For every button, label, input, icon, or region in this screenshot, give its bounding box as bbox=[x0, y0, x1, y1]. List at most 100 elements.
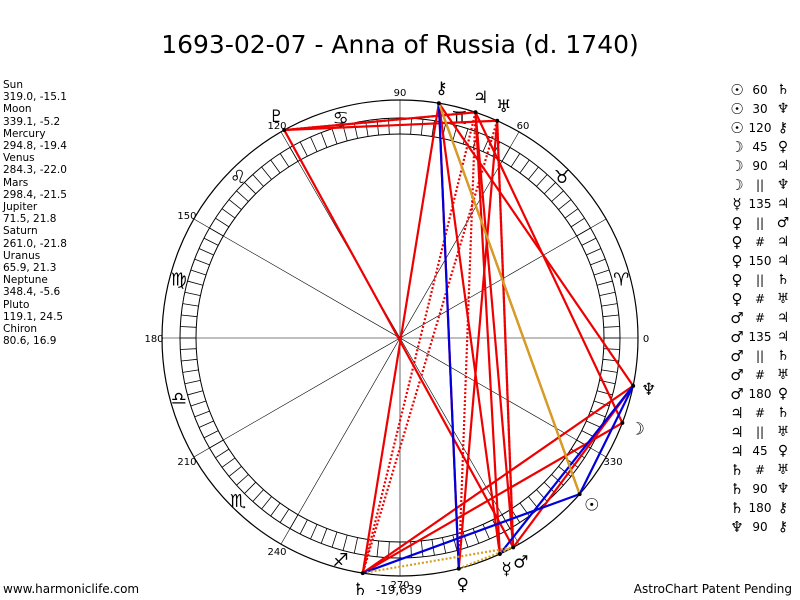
ring-tick bbox=[590, 258, 606, 266]
ring-tick bbox=[536, 174, 548, 187]
mercury-glyph: ☿ bbox=[501, 560, 511, 580]
ring-tick bbox=[194, 410, 210, 418]
position-name-neptune: Neptune bbox=[3, 274, 48, 287]
aspect-row: ☉ 60 ♄ bbox=[728, 80, 794, 99]
aspect-planet-b: ♃ bbox=[776, 328, 790, 345]
aspect-planet-b: ⚷ bbox=[777, 499, 789, 516]
aspect-planet-a: ☽ bbox=[730, 137, 744, 156]
ring-tick bbox=[261, 166, 272, 180]
ring-tick bbox=[228, 199, 242, 210]
ring-tick bbox=[353, 122, 358, 139]
ring-tick bbox=[551, 190, 564, 202]
aspect-planet-b: ♅ bbox=[776, 290, 790, 307]
aspect-label: 180 bbox=[748, 500, 772, 515]
ring-tick bbox=[420, 540, 424, 557]
moon-glyph: ☽ bbox=[630, 420, 645, 440]
aspect-planet-a: ♃ bbox=[730, 403, 744, 422]
moon-marker bbox=[620, 420, 625, 425]
aspect-planet-b: ♀ bbox=[777, 385, 789, 402]
aspect-row: ☽ 90 ♃ bbox=[728, 156, 794, 175]
position-value-sun: 319.0, -15.1 bbox=[3, 91, 67, 104]
ring-tick bbox=[236, 474, 249, 486]
ring-tick bbox=[602, 314, 619, 318]
aspect-label: || bbox=[755, 272, 765, 287]
degree-label: 180 bbox=[144, 334, 163, 345]
aspect-label: || bbox=[755, 424, 765, 439]
aspect-line-uranus-mars bbox=[496, 120, 515, 548]
aspect-row: ♃ || ♅ bbox=[728, 422, 794, 441]
aspect-planet-a: ♂ bbox=[730, 308, 744, 327]
aspect-planet-b: ♅ bbox=[776, 461, 790, 478]
aspect-row: ♄ 180 ⚷ bbox=[728, 498, 794, 517]
position-value-mars: 298.4, -21.5 bbox=[3, 188, 67, 201]
degree-label: 270 bbox=[390, 580, 409, 591]
ring-tick bbox=[190, 269, 207, 276]
ring-tick bbox=[181, 358, 198, 362]
chiron-marker bbox=[436, 101, 441, 106]
position-name-chiron: Chiron bbox=[3, 323, 38, 336]
zodiac-sign-glyph: ♉ bbox=[554, 167, 570, 188]
position-value-mercury: 294.8, -19.4 bbox=[3, 140, 67, 153]
aspect-planet-a: ♀ bbox=[731, 251, 743, 270]
aspect-line-jupiter-moon bbox=[474, 111, 624, 424]
aspect-label: 135 bbox=[748, 329, 772, 344]
aspect-planet-a: ☉ bbox=[730, 99, 744, 118]
jupiter-glyph: ♃ bbox=[473, 88, 488, 108]
position-name-pluto: Pluto bbox=[3, 298, 30, 311]
aspect-planet-a: ♂ bbox=[730, 346, 744, 365]
ring-tick bbox=[198, 420, 214, 428]
ring-tick bbox=[320, 528, 328, 544]
aspect-label: 150 bbox=[748, 253, 772, 268]
ring-tick bbox=[279, 508, 290, 523]
jupiter-marker bbox=[473, 110, 478, 115]
site-link[interactable]: www.harmoniclife.com bbox=[3, 582, 140, 596]
aspect-label: 120 bbox=[748, 120, 772, 135]
aspect-label: # bbox=[754, 310, 766, 325]
aspect-line-jupiter-saturn bbox=[361, 112, 477, 574]
ring-tick bbox=[353, 537, 358, 554]
ring-tick bbox=[331, 128, 338, 145]
ring-tick bbox=[215, 217, 230, 228]
ring-tick bbox=[570, 217, 585, 228]
aspect-planet-b: ⚷ bbox=[777, 518, 789, 535]
aspect-planet-b: ♃ bbox=[776, 233, 790, 250]
ring-tick bbox=[270, 159, 281, 174]
ring-tick bbox=[593, 269, 610, 276]
ring-tick bbox=[270, 502, 281, 517]
ring-tick bbox=[599, 291, 616, 296]
ring-tick bbox=[331, 531, 338, 548]
aspect-line-uranus-saturn bbox=[361, 120, 499, 574]
ring-tick bbox=[236, 190, 249, 202]
aspect-row: ♀ # ♅ bbox=[728, 289, 794, 308]
planet-glyphs: ☉ ☽ ☿ ♀ ♂ ♃ ♄ ♅ ♆ ♇ ⚷ bbox=[269, 78, 657, 599]
aspect-row: ♂ # ♃ bbox=[728, 308, 794, 327]
ring-tick bbox=[299, 141, 308, 157]
aspect-row: ♀ 150 ♃ bbox=[728, 251, 794, 270]
ring-tick bbox=[536, 489, 548, 502]
aspect-planet-b: ♅ bbox=[776, 423, 790, 440]
ring-tick bbox=[603, 348, 620, 350]
ring-tick bbox=[261, 496, 272, 510]
ring-tick bbox=[187, 390, 204, 396]
zodiac-sign-glyph: ♐ bbox=[333, 550, 349, 571]
ring-tick bbox=[279, 153, 290, 168]
aspect-row: ☉ 30 ♆ bbox=[728, 99, 794, 118]
position-name-jupiter: Jupiter bbox=[3, 201, 38, 214]
ring-tick bbox=[244, 182, 257, 195]
ring-tick bbox=[596, 390, 613, 396]
aspect-planet-a: ♄ bbox=[730, 498, 744, 517]
aspect-line-chiron-mercury bbox=[437, 103, 501, 555]
aspect-planet-a: ♃ bbox=[730, 422, 744, 441]
ring-tick bbox=[410, 118, 412, 135]
aspect-label: # bbox=[754, 234, 766, 249]
aspect-lines bbox=[283, 102, 635, 575]
aspect-row: ☽ || ♆ bbox=[728, 175, 794, 194]
sun-marker bbox=[577, 492, 582, 497]
ring-tick bbox=[543, 182, 556, 195]
ring-tick bbox=[180, 348, 197, 350]
mars-glyph: ♂ bbox=[513, 552, 528, 572]
aspect-line-chiron-venus bbox=[437, 103, 460, 569]
aspect-label: 90 bbox=[752, 481, 768, 496]
aspect-planet-b: ♃ bbox=[776, 157, 790, 174]
